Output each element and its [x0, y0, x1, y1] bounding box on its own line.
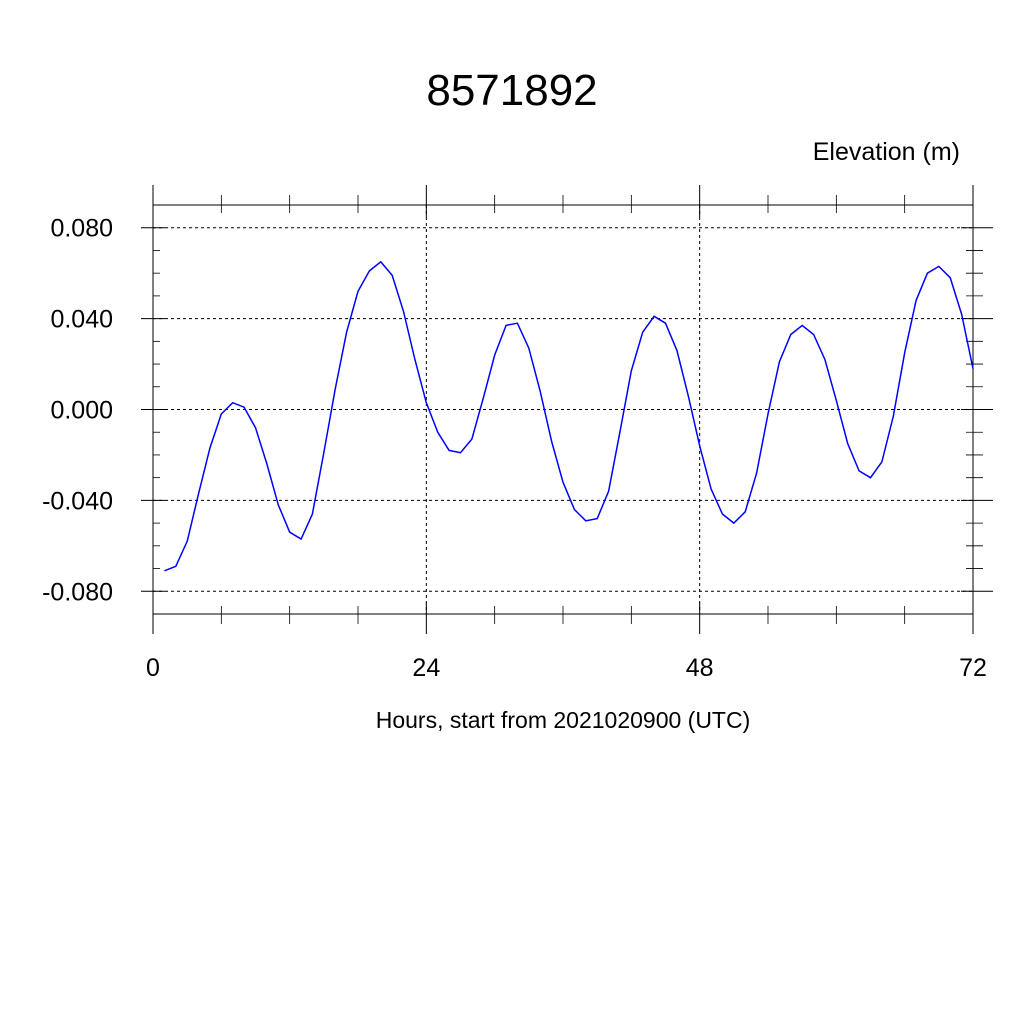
y-tick-label: 0.040 [50, 306, 113, 334]
y-tick-label: 0.000 [50, 397, 113, 425]
x-tick-label: 0 [146, 654, 160, 682]
x-tick-label: 48 [686, 654, 714, 682]
y-tick-label: -0.080 [42, 578, 113, 606]
x-tick-label: 24 [412, 654, 440, 682]
x-tick-label: 72 [959, 654, 987, 682]
x-axis-label: Hours, start from 2021020900 (UTC) [375, 707, 751, 733]
y-tick-label: 0.080 [50, 215, 113, 243]
series-line [164, 260, 974, 572]
chart-title: 8571892 [426, 66, 598, 115]
y-axis-label: Elevation (m) [812, 138, 960, 166]
y-tick-label: -0.040 [42, 487, 113, 515]
